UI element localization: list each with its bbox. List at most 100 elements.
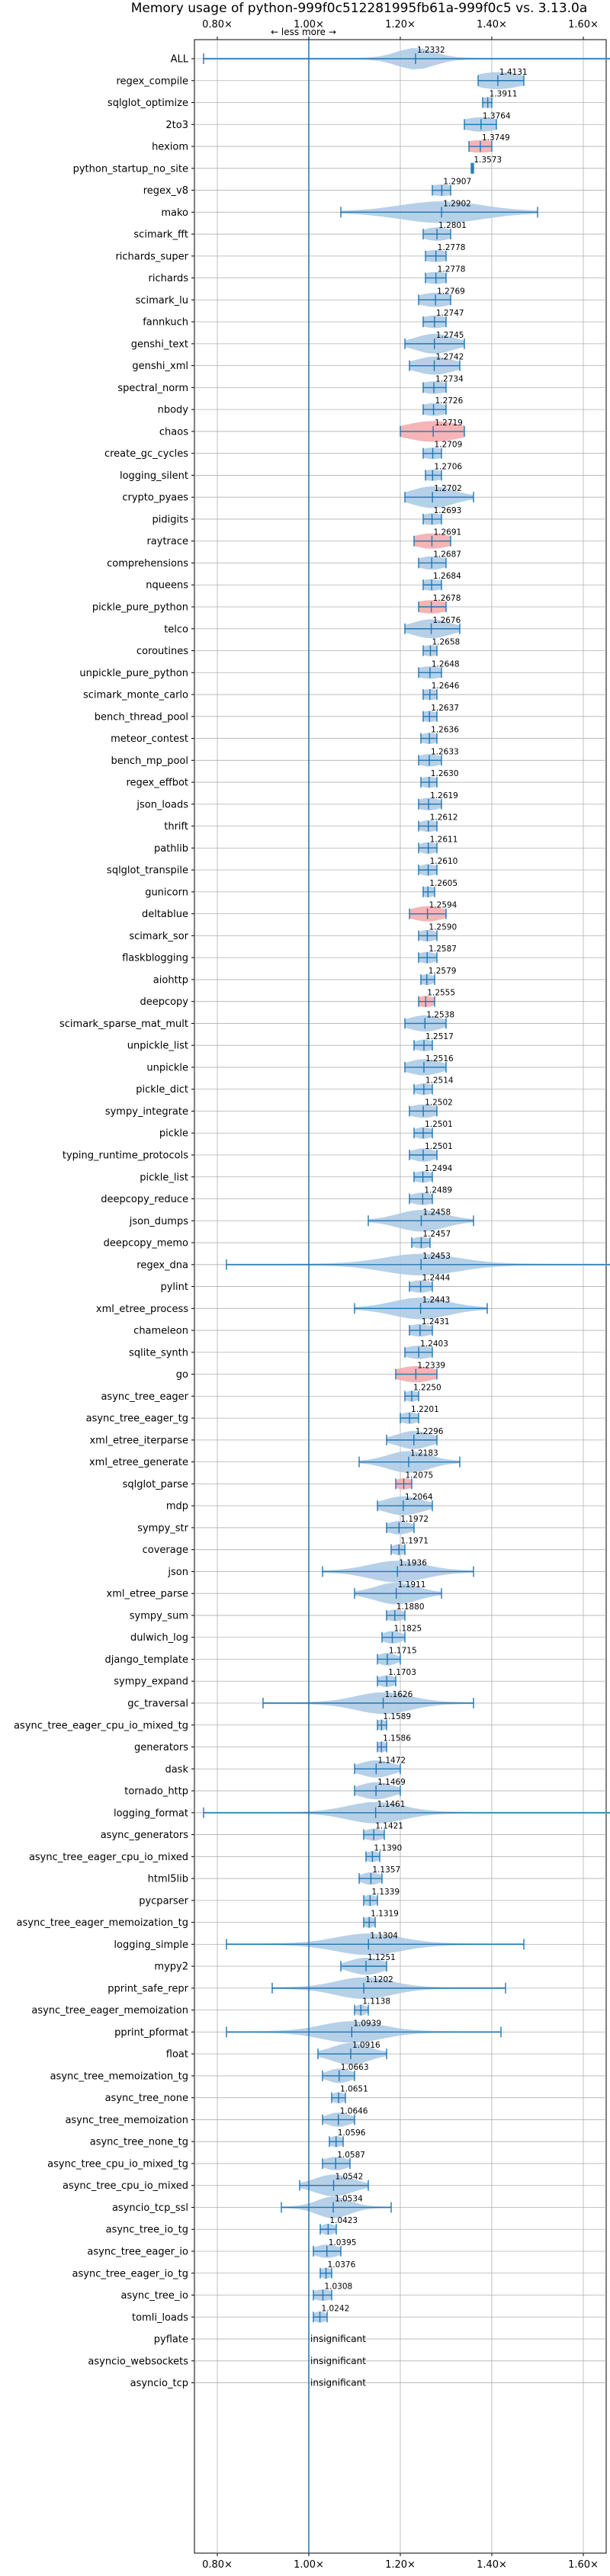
x-tick-label-bottom: 1.00× xyxy=(294,2559,324,2571)
benchmark-label: async_tree_cpu_io_mixed xyxy=(63,2180,188,2192)
benchmark-label: json xyxy=(167,1567,188,1578)
benchmark-label: pprint_safe_repr xyxy=(108,1983,188,1994)
grid-layer xyxy=(194,40,606,2553)
benchmark-label: ALL xyxy=(171,54,189,66)
value-label: 1.2709 xyxy=(435,441,463,450)
benchmark-label: async_tree_none xyxy=(105,2093,188,2104)
benchmark-label: pathlib xyxy=(154,843,188,855)
benchmark-label: json_dumps xyxy=(129,1216,188,1227)
value-label: 1.0939 xyxy=(353,2019,381,2028)
benchmark-label: html5lib xyxy=(148,1874,188,1885)
value-label: 1.2605 xyxy=(429,879,458,888)
value-label: 1.2702 xyxy=(434,484,462,493)
value-label: 1.1703 xyxy=(388,1668,416,1677)
insignificant-label: insignificant xyxy=(310,2356,366,2366)
value-label: 1.1421 xyxy=(375,1822,403,1831)
benchmark-label: asyncio_tcp_ssl xyxy=(112,2202,188,2214)
value-label: 1.1390 xyxy=(374,1843,402,1853)
benchmark-label: python_startup_no_site xyxy=(73,163,188,175)
value-label: 1.2648 xyxy=(432,659,460,669)
benchmark-label: scimark_lu xyxy=(136,295,188,306)
value-label: 1.2339 xyxy=(417,1362,445,1371)
benchmark-label: mypy2 xyxy=(154,1962,188,1973)
benchmark-label: dulwich_log xyxy=(130,1632,188,1644)
value-label: 1.1715 xyxy=(389,1646,417,1655)
x-tick-label-top: 0.80× xyxy=(202,19,233,30)
x-tick-label-bottom: 0.80× xyxy=(202,2559,233,2571)
benchmark-label: tomli_loads xyxy=(132,2312,188,2324)
benchmark-label: aiohttp xyxy=(153,974,188,986)
x-tick-label-top: 1.40× xyxy=(477,19,507,30)
insignificant-label: insignificant xyxy=(310,2378,366,2388)
value-label: 1.1586 xyxy=(383,1734,411,1744)
benchmark-label: mdp xyxy=(166,1501,188,1513)
benchmark-label: xml_etree_iterparse xyxy=(89,1435,188,1446)
insignificant-label: insignificant xyxy=(310,2334,366,2344)
value-label: 1.2636 xyxy=(431,726,459,735)
tick-layer: 0.80× 0.80× 1.00× 1.00× 1.20× 1.20× 1.40× 1.40×… xyxy=(191,19,599,2571)
value-label: 1.2612 xyxy=(430,813,458,823)
value-label: 1.4131 xyxy=(499,68,528,77)
value-label: 1.0587 xyxy=(337,2151,365,2160)
benchmark-label: spectral_norm xyxy=(117,383,188,394)
value-label: 1.2734 xyxy=(435,374,464,383)
value-label: 1.2594 xyxy=(429,901,458,910)
benchmark-label: pickle_dict xyxy=(136,1084,188,1096)
value-label: 1.2610 xyxy=(430,857,458,866)
benchmark-label: pyflate xyxy=(154,2334,188,2346)
benchmark-label: gunicorn xyxy=(145,887,188,898)
value-label: 1.0646 xyxy=(340,2106,368,2116)
value-label: 1.2687 xyxy=(433,550,461,559)
value-label: 1.2646 xyxy=(432,682,460,691)
value-label: 1.1626 xyxy=(385,1690,413,1699)
value-label: 1.0242 xyxy=(322,2304,350,2313)
benchmark-label: async_tree_memoization_tg xyxy=(50,2071,188,2082)
value-label: 1.2064 xyxy=(405,1493,433,1502)
benchmark-label: xml_etree_process xyxy=(96,1304,188,1315)
benchmark-label: deltablue xyxy=(142,909,188,920)
value-label: 1.1461 xyxy=(377,1800,406,1809)
value-label: 1.3764 xyxy=(483,111,511,120)
value-label: 1.0534 xyxy=(335,2194,363,2203)
value-label: 1.2431 xyxy=(422,1317,450,1326)
benchmark-label: genshi_text xyxy=(131,338,188,350)
value-label: 1.1138 xyxy=(362,1997,390,2007)
benchmark-label: pylint xyxy=(160,1282,188,1293)
marker-layer xyxy=(203,53,610,2323)
value-label: 1.2590 xyxy=(429,922,457,932)
benchmark-label: richards xyxy=(149,273,189,284)
benchmark-label: async_tree_eager_cpu_io_mixed xyxy=(29,1852,188,1863)
value-label: 1.2579 xyxy=(429,967,457,976)
benchmark-label: sqlglot_optimize xyxy=(108,98,188,109)
value-label: 1.2769 xyxy=(437,287,465,296)
benchmark-label: sqlglot_transpile xyxy=(107,865,188,877)
value-label: 1.0376 xyxy=(328,2260,356,2270)
value-label: 1.2516 xyxy=(425,1054,454,1063)
value-label: 1.2403 xyxy=(420,1339,448,1349)
value-label: 1.1880 xyxy=(396,1602,425,1612)
benchmark-label: async_generators xyxy=(101,1830,189,1841)
value-label: 1.2907 xyxy=(443,178,471,187)
benchmark-label: unpickle xyxy=(146,1062,188,1073)
benchmark-label: hexiom xyxy=(152,142,188,153)
value-label: 1.2706 xyxy=(434,462,462,471)
value-label: 1.2183 xyxy=(410,1449,438,1458)
value-label: 1.2075 xyxy=(406,1471,434,1480)
value-label: 1.2778 xyxy=(438,243,466,252)
benchmark-label: sympy_sum xyxy=(130,1610,188,1622)
benchmark-label: meteor_contest xyxy=(111,733,188,745)
value-label: 1.0423 xyxy=(329,2216,358,2225)
value-label: 1.2693 xyxy=(434,506,462,515)
value-label: 1.2778 xyxy=(438,265,466,274)
value-label: 1.2458 xyxy=(422,1208,451,1217)
value-label: 1.1304 xyxy=(370,1931,398,1940)
value-label: 1.2747 xyxy=(436,309,464,318)
chart-title: Memory usage of python-999f0c512281995fb… xyxy=(131,1,588,16)
value-label: 1.2296 xyxy=(416,1427,444,1436)
value-label: 1.1971 xyxy=(400,1537,429,1546)
benchmark-label: async_tree_eager xyxy=(101,1391,188,1403)
value-label: 1.0308 xyxy=(324,2282,352,2292)
value-label: 1.2691 xyxy=(433,528,461,537)
benchmark-label: coverage xyxy=(143,1545,188,1556)
value-label: 1.1319 xyxy=(371,1910,399,1919)
